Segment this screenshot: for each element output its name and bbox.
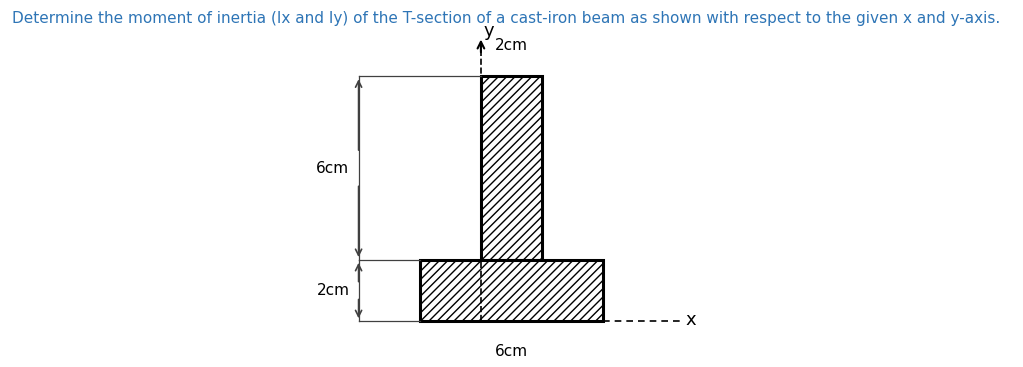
Bar xyxy=(419,260,604,321)
Text: x: x xyxy=(685,310,697,328)
Text: 2cm: 2cm xyxy=(495,39,528,53)
Text: 6cm: 6cm xyxy=(495,344,528,359)
Text: 2cm: 2cm xyxy=(316,283,350,298)
Text: 6cm: 6cm xyxy=(316,161,350,176)
Text: Determine the moment of inertia (Ix and Iy) of the T-section of a cast-iron beam: Determine the moment of inertia (Ix and … xyxy=(12,11,1000,26)
Bar xyxy=(481,76,542,260)
Text: y: y xyxy=(484,22,494,40)
